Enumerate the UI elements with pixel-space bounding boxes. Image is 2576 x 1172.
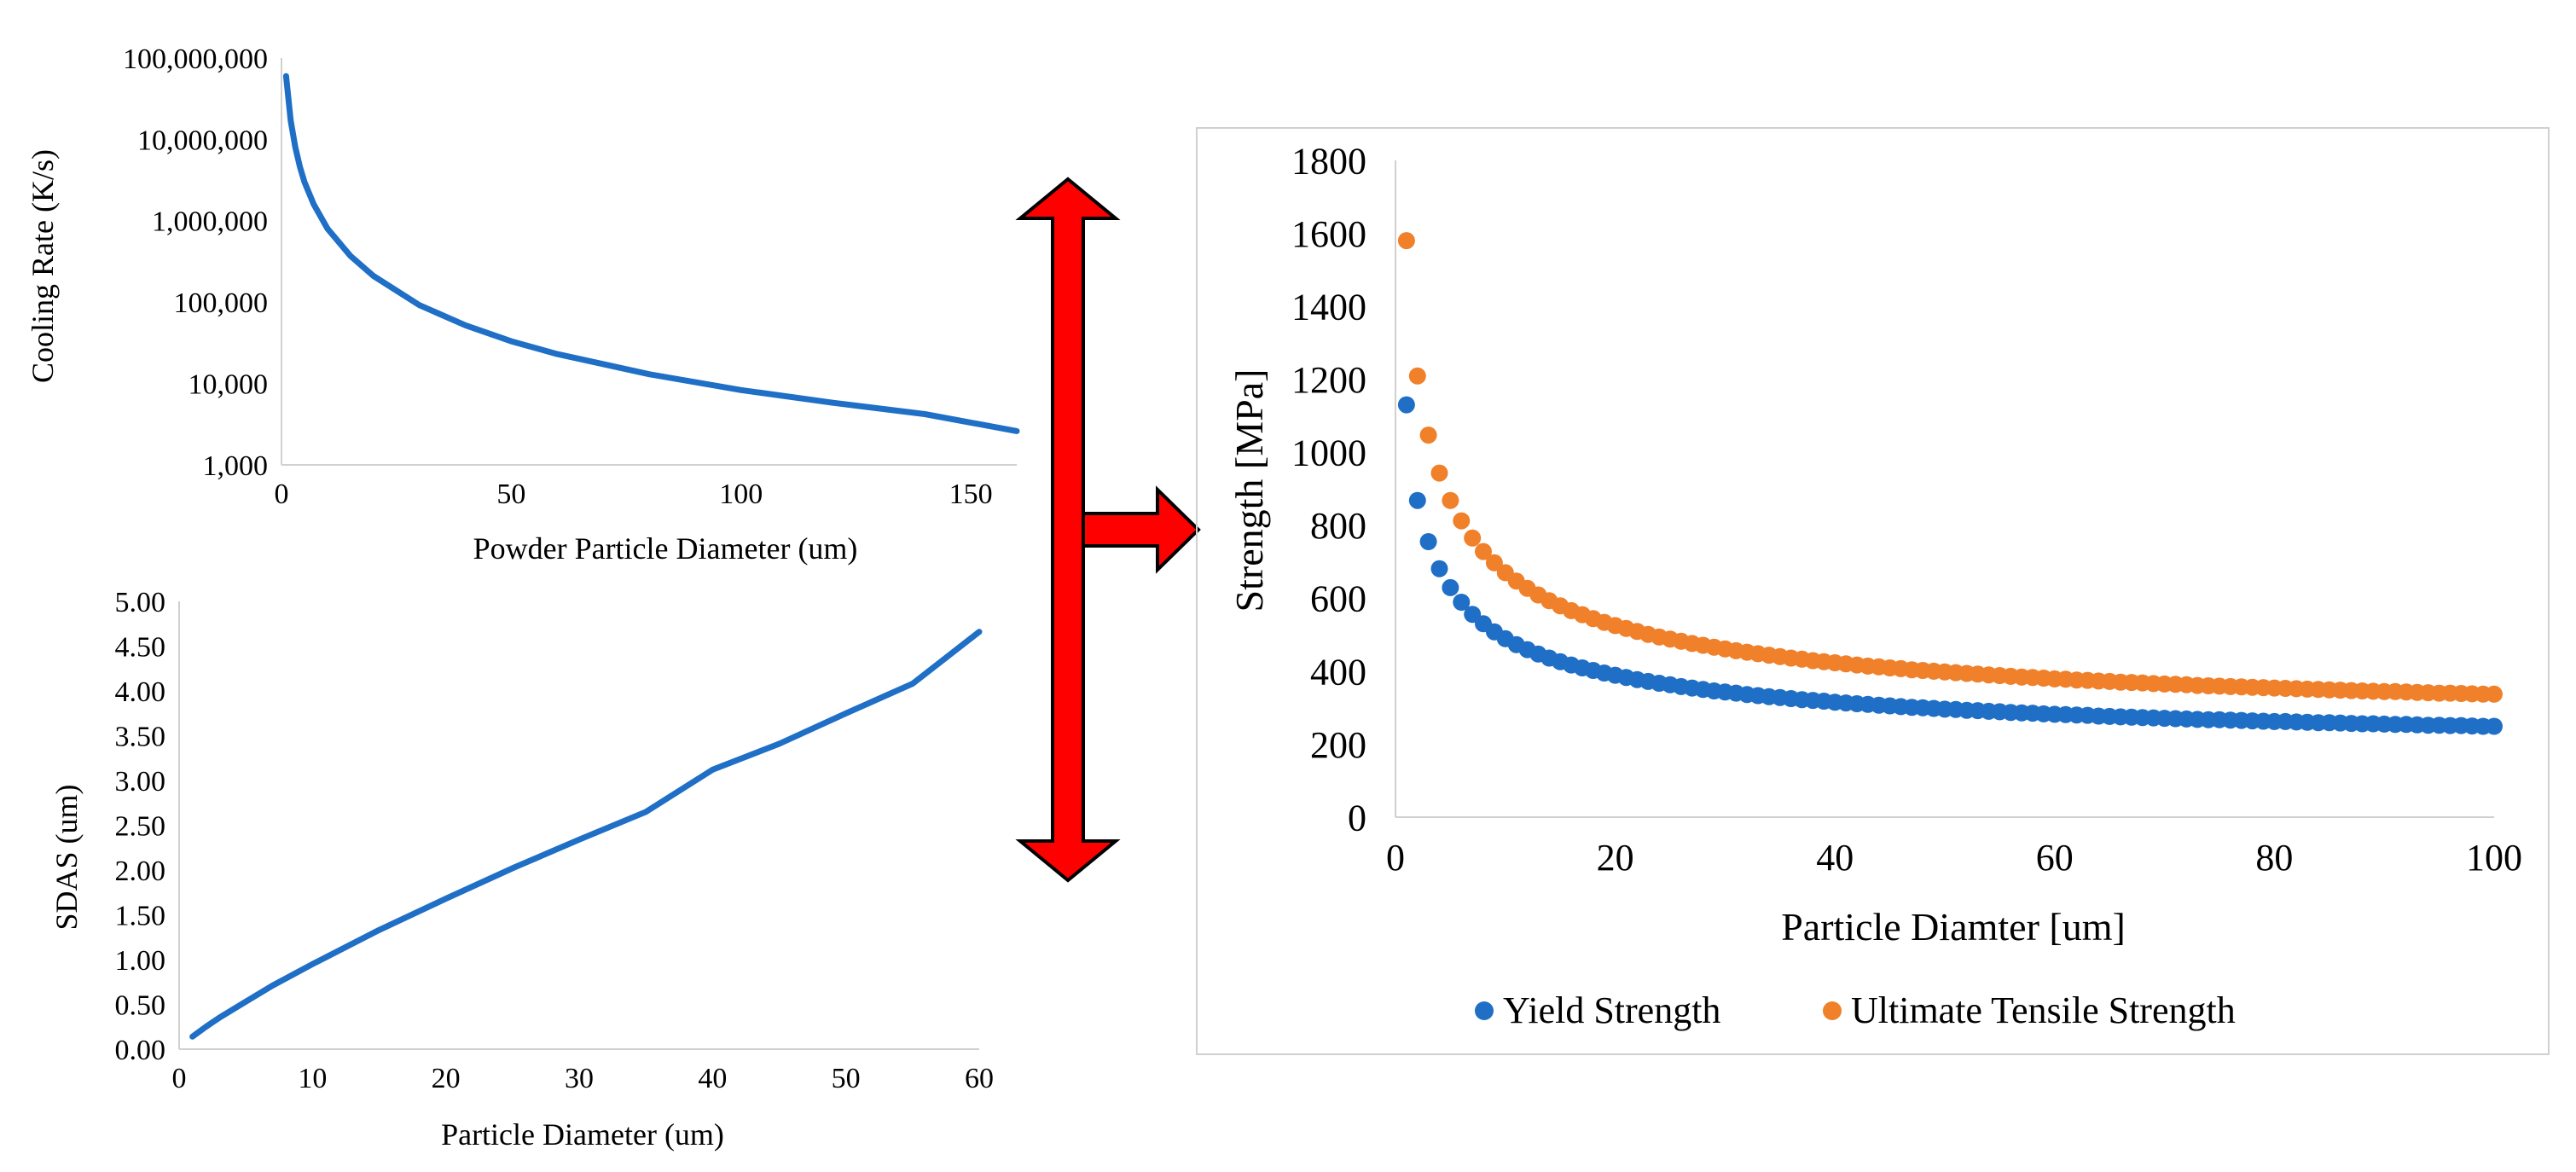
cool-y-tick-label: 100,000,000: [123, 44, 268, 75]
cool-x-tick-label: 100: [719, 479, 763, 510]
str-y-tick-label: 0: [1348, 797, 1366, 838]
uts-point: [1430, 464, 1448, 482]
sdas-y-tick-label: 1.50: [115, 900, 166, 931]
sdas-x-tick-label: 50: [832, 1063, 861, 1094]
sdas-y-tick-label: 2.00: [115, 856, 166, 887]
strength-chart: 0 200 400 600 800 1000 1200 1400 1600 1800 0 20 40 6…: [1196, 127, 2550, 1055]
str-y-tick-label: 800: [1310, 505, 1366, 547]
legend-yield-label: Yield Strength: [1503, 989, 1720, 1031]
cool-y-tick-label: 10,000: [189, 369, 269, 401]
str-x-tick-label: 60: [2036, 837, 2074, 879]
yield-strength-point: [1419, 533, 1437, 550]
cooling-y-axis-title: Cooling Rate (K/s): [26, 149, 60, 383]
cool-x-tick-label: 50: [496, 479, 525, 510]
strength-x-tick-labels: 0 20 40 60 80 100: [1386, 837, 2522, 879]
sdas-axes: [178, 601, 979, 1050]
str-y-tick-label: 1800: [1291, 140, 1366, 182]
strength-y-tick-labels: 0 200 400 600 800 1000 1200 1400 1600 1800: [1291, 140, 1366, 838]
cool-y-tick-label: 100,000: [174, 287, 269, 319]
cool-x-tick-label: 150: [949, 479, 993, 510]
cool-y-tick-label: 1,000: [203, 450, 269, 482]
cool-y-tick-label: 1,000,000: [152, 206, 268, 238]
str-x-tick-label: 0: [1386, 837, 1405, 879]
uts-point: [1442, 491, 1459, 509]
uts-point: [2486, 685, 2503, 703]
sdas-x-tick-label: 40: [698, 1063, 727, 1094]
sdas-x-tick-labels: 0 10 20 30 40 50 60: [172, 1063, 995, 1094]
sdas-y-tick-label: 2.50: [115, 810, 166, 842]
yield-strength-point: [1442, 578, 1459, 596]
sdas-y-tick-label: 4.00: [115, 676, 166, 708]
uts-point: [1397, 232, 1415, 250]
yield-strength-points: [1397, 396, 2503, 735]
yield-strength-point: [1397, 396, 1415, 414]
cooling-x-tick-labels: 0 50 100 150: [275, 479, 993, 510]
cooling-rate-chart: 1,000 10,000 100,000 1,000,000 10,000,000 100…: [26, 44, 1020, 566]
str-x-tick-label: 100: [2466, 837, 2522, 879]
strength-y-axis-title: Strength [MPa]: [1227, 369, 1271, 612]
cooling-axes: [281, 58, 1017, 466]
yield-strength-point: [1453, 594, 1471, 611]
sdas-x-tick-label: 10: [298, 1063, 327, 1094]
sdas-y-tick-label: 3.50: [115, 721, 166, 752]
cooling-x-axis-title: Powder Particle Diameter (um): [473, 531, 858, 566]
sdas-y-tick-label: 3.00: [115, 766, 166, 798]
uts-point: [1475, 542, 1492, 560]
sdas-y-tick-labels: 0.00 0.50 1.00 1.50 2.00 2.50 3.00 3.50 4.00 4.50…: [115, 587, 166, 1066]
legend-uts-marker: [1823, 1001, 1842, 1020]
legend-yield-marker: [1475, 1001, 1494, 1020]
str-y-tick-label: 1400: [1291, 287, 1366, 328]
cool-x-tick-label: 0: [275, 479, 289, 510]
uts-point: [1408, 367, 1426, 385]
uts-point: [1485, 554, 1503, 571]
sdas-y-tick-label: 1.00: [115, 945, 166, 977]
str-x-tick-label: 80: [2255, 837, 2293, 879]
double-headed-arrow: [1015, 177, 1121, 883]
right-arrow: [1082, 485, 1201, 574]
cool-y-tick-label: 10,000,000: [137, 125, 268, 156]
str-x-tick-label: 20: [1597, 837, 1634, 879]
uts-point: [1453, 512, 1471, 530]
uts-points: [1397, 232, 2503, 703]
legend-uts-label: Ultimate Tensile Strength: [1851, 989, 2236, 1031]
str-y-tick-label: 1600: [1291, 213, 1366, 255]
sdas-y-tick-label: 0.00: [115, 1035, 166, 1066]
sdas-y-tick-label: 4.50: [115, 631, 166, 663]
sdas-y-axis-title: SDAS (um): [49, 784, 84, 930]
sdas-y-tick-label: 5.00: [115, 587, 166, 618]
sdas-x-tick-label: 20: [432, 1063, 461, 1094]
cooling-y-tick-labels: 1,000 10,000 100,000 1,000,000 10,000,000 100…: [123, 44, 268, 482]
yield-strength-point: [2486, 717, 2503, 735]
str-y-tick-label: 1200: [1291, 359, 1366, 401]
str-y-tick-label: 200: [1310, 724, 1366, 766]
strength-legend: Yield Strength Ultimate Tensile Strength: [1475, 989, 2236, 1031]
sdas-x-tick-label: 60: [965, 1063, 994, 1094]
str-x-tick-label: 40: [1816, 837, 1854, 879]
sdas-x-tick-label: 0: [172, 1063, 187, 1094]
sdas-line: [189, 629, 983, 1040]
uts-point: [1419, 426, 1437, 444]
strength-axes: [1395, 160, 2494, 818]
str-y-tick-label: 600: [1310, 578, 1366, 620]
sdas-x-tick-label: 30: [565, 1063, 594, 1094]
str-y-tick-label: 1000: [1291, 432, 1366, 474]
strength-x-axis-title: Particle Diamter [um]: [1781, 905, 2126, 949]
sdas-y-tick-label: 0.50: [115, 989, 166, 1021]
str-y-tick-label: 400: [1310, 651, 1366, 693]
sdas-x-axis-title: Particle Diameter (um): [441, 1117, 724, 1152]
strength-chart-frame: [1196, 127, 2550, 1055]
sdas-chart: 0.00 0.50 1.00 1.50 2.00 2.50 3.00 3.50 4.00 4.50…: [49, 587, 994, 1152]
yield-strength-point: [1430, 560, 1448, 577]
uts-point: [1464, 529, 1482, 547]
cooling-rate-line: [282, 73, 1020, 434]
yield-strength-point: [1408, 491, 1426, 509]
